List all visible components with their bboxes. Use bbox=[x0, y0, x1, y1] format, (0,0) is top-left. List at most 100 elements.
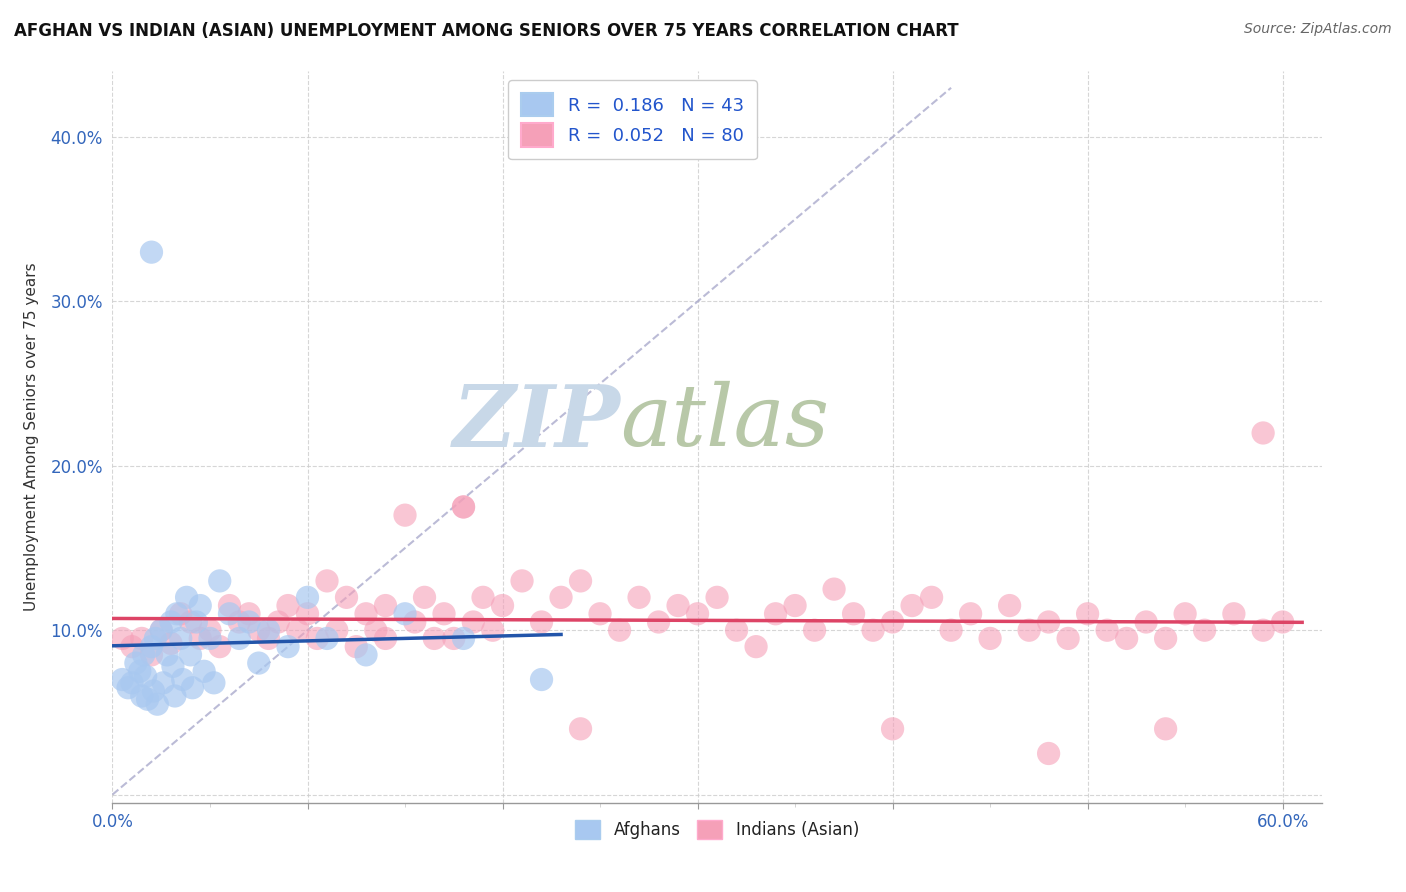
Point bbox=[1154, 632, 1177, 646]
Point bbox=[374, 599, 396, 613]
Point bbox=[530, 615, 553, 629]
Point bbox=[277, 599, 299, 613]
Point bbox=[326, 624, 349, 638]
Point bbox=[745, 640, 768, 654]
Point bbox=[1038, 747, 1060, 761]
Point bbox=[277, 640, 299, 654]
Point bbox=[1251, 425, 1274, 440]
Point bbox=[146, 697, 169, 711]
Point bbox=[208, 574, 231, 588]
Point bbox=[181, 681, 204, 695]
Point bbox=[228, 615, 250, 629]
Point bbox=[179, 648, 201, 662]
Point bbox=[453, 500, 475, 514]
Point bbox=[609, 624, 631, 638]
Point bbox=[218, 599, 240, 613]
Point bbox=[803, 624, 825, 638]
Point bbox=[1223, 607, 1246, 621]
Point bbox=[413, 591, 436, 605]
Point bbox=[307, 632, 329, 646]
Point bbox=[136, 692, 159, 706]
Point bbox=[589, 607, 612, 621]
Point bbox=[510, 574, 533, 588]
Y-axis label: Unemployment Among Seniors over 75 years: Unemployment Among Seniors over 75 years bbox=[24, 263, 39, 611]
Point bbox=[111, 673, 134, 687]
Point bbox=[569, 574, 592, 588]
Point bbox=[128, 665, 150, 679]
Point bbox=[1174, 607, 1197, 621]
Point bbox=[297, 591, 319, 605]
Point bbox=[647, 615, 669, 629]
Text: AFGHAN VS INDIAN (ASIAN) UNEMPLOYMENT AMONG SENIORS OVER 75 YEARS CORRELATION CH: AFGHAN VS INDIAN (ASIAN) UNEMPLOYMENT AM… bbox=[14, 22, 959, 40]
Point bbox=[394, 607, 416, 621]
Point bbox=[1154, 722, 1177, 736]
Point bbox=[354, 648, 377, 662]
Point bbox=[141, 245, 163, 260]
Point bbox=[176, 591, 198, 605]
Point bbox=[882, 722, 904, 736]
Point bbox=[481, 624, 503, 638]
Point bbox=[901, 599, 924, 613]
Point bbox=[125, 656, 148, 670]
Point bbox=[160, 615, 183, 629]
Point bbox=[1115, 632, 1137, 646]
Point bbox=[162, 659, 184, 673]
Point bbox=[423, 632, 446, 646]
Point bbox=[939, 624, 962, 638]
Point bbox=[666, 599, 689, 613]
Point bbox=[783, 599, 806, 613]
Point bbox=[706, 591, 728, 605]
Point bbox=[628, 591, 651, 605]
Point bbox=[131, 689, 153, 703]
Point bbox=[172, 673, 194, 687]
Point bbox=[152, 675, 174, 690]
Point bbox=[228, 632, 250, 646]
Point bbox=[882, 615, 904, 629]
Point bbox=[188, 599, 211, 613]
Point bbox=[453, 632, 475, 646]
Point bbox=[117, 681, 139, 695]
Point bbox=[208, 640, 231, 654]
Point bbox=[141, 640, 163, 654]
Point bbox=[530, 673, 553, 687]
Point bbox=[247, 624, 270, 638]
Point bbox=[163, 689, 186, 703]
Point bbox=[823, 582, 845, 596]
Point bbox=[550, 591, 572, 605]
Point bbox=[316, 632, 339, 646]
Point bbox=[257, 632, 280, 646]
Point bbox=[433, 607, 456, 621]
Point bbox=[1194, 624, 1216, 638]
Point bbox=[443, 632, 465, 646]
Point bbox=[247, 656, 270, 670]
Point bbox=[198, 632, 221, 646]
Point bbox=[121, 675, 143, 690]
Point bbox=[150, 624, 173, 638]
Point bbox=[218, 607, 240, 621]
Point bbox=[344, 640, 367, 654]
Point bbox=[287, 624, 309, 638]
Point bbox=[472, 591, 495, 605]
Point bbox=[135, 669, 157, 683]
Text: ZIP: ZIP bbox=[453, 381, 620, 464]
Point bbox=[160, 636, 183, 650]
Point bbox=[188, 632, 211, 646]
Point bbox=[1251, 624, 1274, 638]
Text: atlas: atlas bbox=[620, 381, 830, 464]
Point bbox=[1038, 615, 1060, 629]
Point bbox=[150, 624, 173, 638]
Point bbox=[202, 675, 225, 690]
Point bbox=[842, 607, 865, 621]
Point bbox=[141, 648, 163, 662]
Point bbox=[297, 607, 319, 621]
Point bbox=[238, 615, 260, 629]
Point bbox=[765, 607, 787, 621]
Point bbox=[121, 640, 143, 654]
Point bbox=[1095, 624, 1118, 638]
Point bbox=[686, 607, 709, 621]
Point bbox=[959, 607, 981, 621]
Point bbox=[131, 632, 153, 646]
Point bbox=[142, 684, 165, 698]
Point bbox=[335, 591, 357, 605]
Point bbox=[354, 607, 377, 621]
